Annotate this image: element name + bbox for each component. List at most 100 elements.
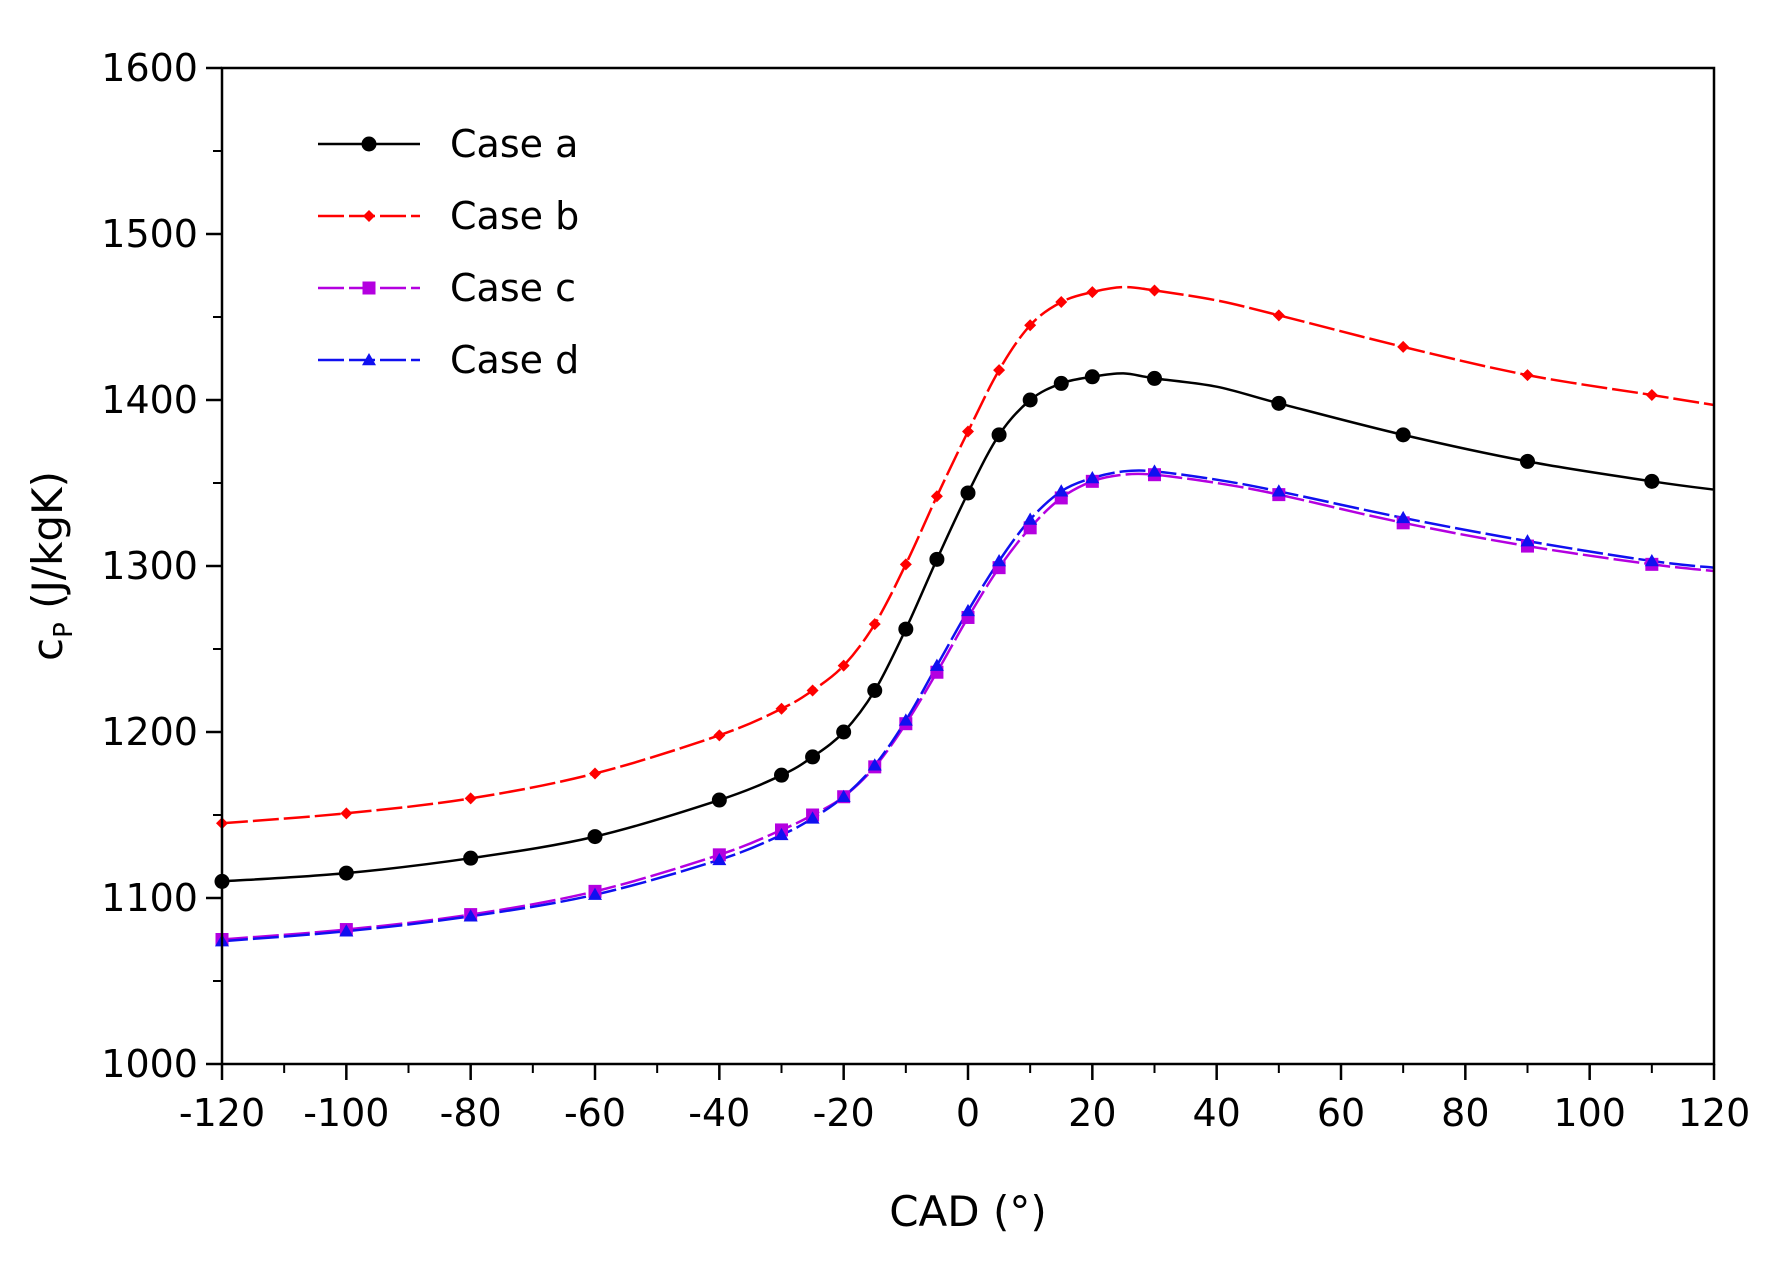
data-point-case-d xyxy=(1023,512,1038,525)
y-tick-label: 1500 xyxy=(101,212,198,256)
data-point-case-b xyxy=(962,425,974,438)
y-axis-title-subscript: P xyxy=(49,622,79,638)
legend-label-case-a: Case a xyxy=(450,122,578,166)
series-markers-case-b xyxy=(216,284,1658,830)
data-point-case-a xyxy=(836,724,852,740)
data-point-case-a xyxy=(991,427,1007,443)
series-markers-case-c xyxy=(215,468,1659,946)
plot-frame xyxy=(220,66,1716,1066)
y-tick-label: 1000 xyxy=(101,1042,198,1086)
data-point-case-b xyxy=(1055,296,1068,309)
data-point-case-b xyxy=(1645,389,1658,402)
data-point-case-b xyxy=(1272,309,1285,322)
data-point-case-a xyxy=(929,551,945,567)
series-line-case-b xyxy=(221,285,1715,825)
data-point-case-d xyxy=(774,827,789,841)
data-point-case-b xyxy=(775,702,788,715)
x-tick-label: -60 xyxy=(564,1091,626,1135)
series-line-case-a xyxy=(221,372,1715,883)
data-point-case-b xyxy=(1024,319,1037,332)
y-axis-title-units: (J/kgK) xyxy=(23,471,72,622)
data-point-case-d xyxy=(1085,471,1100,484)
data-point-case-b xyxy=(1086,286,1099,299)
x-tick-label: 60 xyxy=(1317,1091,1365,1135)
y-tick-label: 1300 xyxy=(101,544,198,588)
data-point-case-a xyxy=(1084,369,1100,385)
data-point-case-a xyxy=(711,792,727,808)
data-point-case-d xyxy=(1147,464,1162,477)
series-markers-case-a xyxy=(214,369,1660,889)
data-point-case-d xyxy=(1396,510,1411,524)
y-axis-title-main: c xyxy=(23,638,72,661)
data-point-case-b xyxy=(1521,369,1534,382)
data-point-case-d xyxy=(1271,484,1286,497)
data-point-case-a xyxy=(867,683,883,698)
data-point-case-d xyxy=(929,658,944,671)
data-point-case-a xyxy=(1395,427,1411,443)
data-point-case-a xyxy=(1644,473,1660,489)
x-tick-label: 0 xyxy=(956,1091,980,1135)
x-tick-label: 20 xyxy=(1068,1091,1116,1135)
data-point-case-b xyxy=(340,807,353,820)
data-point-case-d xyxy=(339,924,354,937)
data-point-case-b xyxy=(930,490,943,503)
legend-marker-case-b xyxy=(363,210,375,222)
data-point-case-d xyxy=(1054,484,1069,497)
data-point-case-d xyxy=(992,554,1007,567)
legend: Case a Case b Case c Case d xyxy=(318,122,579,382)
data-point-case-a xyxy=(1271,395,1287,411)
x-tick-label: -120 xyxy=(179,1091,265,1135)
data-point-case-b xyxy=(868,618,881,631)
y-tick-label: 1100 xyxy=(101,876,198,920)
data-point-case-b xyxy=(899,558,912,571)
data-point-case-b xyxy=(1148,284,1161,297)
data-point-case-b xyxy=(806,684,819,697)
data-point-case-d xyxy=(961,603,975,617)
series-markers-case-d xyxy=(215,464,1659,947)
x-tick-label: -40 xyxy=(688,1091,750,1135)
y-tick-label: 1200 xyxy=(101,710,198,754)
data-point-case-d xyxy=(1644,554,1659,567)
data-point-case-a xyxy=(1022,392,1038,408)
y-tick-label: 1600 xyxy=(101,46,198,90)
data-point-case-a xyxy=(805,749,821,765)
data-point-case-a xyxy=(1520,453,1535,469)
legend-label-case-b: Case b xyxy=(450,194,579,238)
data-point-case-d xyxy=(898,713,913,726)
x-tick-label: -80 xyxy=(440,1091,502,1135)
data-point-case-b xyxy=(837,659,850,672)
data-point-case-d xyxy=(588,887,602,900)
data-point-case-a xyxy=(774,767,789,783)
data-point-case-b xyxy=(589,767,601,780)
data-point-case-a xyxy=(463,850,479,866)
data-point-case-b xyxy=(464,792,477,805)
x-tick-label: 120 xyxy=(1678,1091,1751,1135)
legend-marker-case-d xyxy=(362,353,376,366)
legend-label-case-c: Case c xyxy=(450,266,576,310)
data-point-case-a xyxy=(960,485,976,501)
data-point-case-d xyxy=(712,852,727,866)
legend-label-case-d: Case d xyxy=(450,338,579,382)
data-point-case-b xyxy=(1397,340,1410,353)
data-point-case-d xyxy=(836,789,851,802)
data-point-case-a xyxy=(1147,370,1162,386)
data-point-case-a xyxy=(338,865,354,881)
legend-marker-case-a xyxy=(361,136,377,152)
data-point-case-a xyxy=(898,621,914,637)
data-point-case-d xyxy=(463,909,478,922)
x-tick-label: -100 xyxy=(303,1091,389,1135)
data-point-case-d xyxy=(867,758,882,771)
x-tick-label: 80 xyxy=(1441,1091,1489,1135)
x-tick-label: 40 xyxy=(1192,1091,1240,1135)
series-line-case-d xyxy=(221,469,1715,943)
data-point-case-d xyxy=(1520,534,1535,547)
x-axis-title: CAD (°) xyxy=(889,1187,1047,1236)
x-tick-label: 100 xyxy=(1553,1091,1626,1135)
series-line-case-c xyxy=(221,472,1715,941)
y-tick-label: 1400 xyxy=(101,378,198,422)
data-point-case-a xyxy=(587,829,603,845)
x-tick-label: -20 xyxy=(813,1091,875,1135)
data-point-case-b xyxy=(993,364,1006,377)
